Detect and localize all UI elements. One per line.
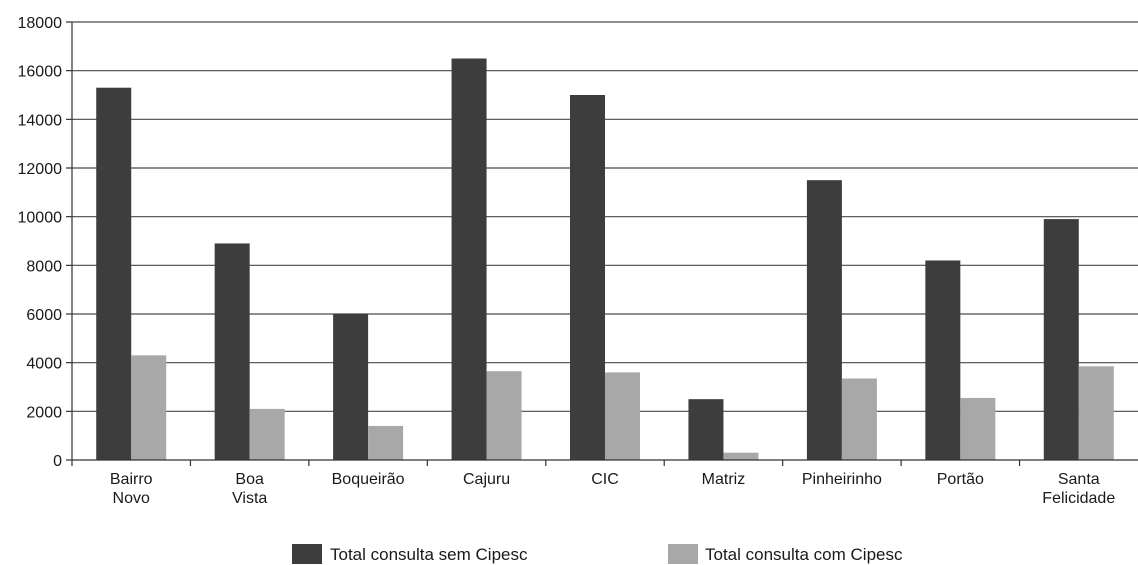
bar-com-cipesc: [486, 371, 522, 460]
bar-sem-cipesc: [214, 243, 250, 460]
bar-com-cipesc: [605, 372, 640, 460]
y-tick-label: 18000: [18, 15, 63, 32]
x-tick-label: Boqueirão: [332, 471, 405, 488]
y-tick-label: 6000: [26, 307, 62, 324]
y-tick-label: 16000: [18, 64, 63, 81]
bar-sem-cipesc: [925, 260, 961, 460]
x-tick-label: Cajuru: [463, 471, 510, 488]
legend-swatch: [668, 544, 698, 564]
y-tick-label: 4000: [26, 356, 62, 373]
legend-swatch: [292, 544, 322, 564]
y-tick-label: 10000: [18, 210, 63, 227]
bar-com-cipesc: [960, 397, 996, 460]
bar-sem-cipesc: [451, 58, 487, 460]
y-axis-ticks: 0 2000 4000 6000 8000 10000 12000 14000 16000 180…: [18, 15, 72, 470]
bar-com-cipesc: [131, 355, 167, 460]
x-tick-label: Boa Vista: [232, 471, 267, 507]
x-tick-label: Pinheirinho: [802, 471, 882, 488]
bar-sem-cipesc: [96, 87, 132, 460]
x-tick-label: CIC: [591, 471, 619, 488]
bars: [96, 58, 1114, 460]
bar-com-cipesc: [1078, 366, 1114, 460]
y-tick-label: 2000: [26, 404, 62, 421]
x-tick-label: Santa Felicidade: [1042, 471, 1115, 507]
legend: Total consulta sem Cipesc Total consulta …: [292, 544, 903, 564]
bar-sem-cipesc: [333, 314, 369, 460]
y-tick-label: 8000: [26, 258, 62, 275]
y-tick-label: 12000: [18, 161, 63, 178]
x-tick-label: Portão: [937, 471, 984, 488]
x-tick-label: Bairro Novo: [110, 471, 153, 507]
bar-com-cipesc: [841, 378, 877, 460]
bar-sem-cipesc: [806, 180, 842, 460]
y-tick-label: 14000: [18, 112, 63, 129]
axes: [71, 22, 1138, 466]
bar-sem-cipesc: [1043, 219, 1079, 460]
bar-com-cipesc: [368, 425, 404, 460]
bar-com-cipesc: [249, 408, 285, 460]
legend-label: Total consulta sem Cipesc: [330, 545, 528, 564]
legend-label: Total consulta com Cipesc: [705, 545, 903, 564]
x-tick-label: Matriz: [702, 471, 746, 488]
bar-sem-cipesc: [688, 399, 724, 460]
y-tick-label: 0: [53, 453, 62, 470]
bar-com-cipesc: [723, 452, 759, 460]
bar-sem-cipesc: [570, 95, 605, 460]
x-axis-labels: Bairro Novo Boa Vista Boqueirão Cajuru CIC Matr…: [110, 471, 1115, 507]
